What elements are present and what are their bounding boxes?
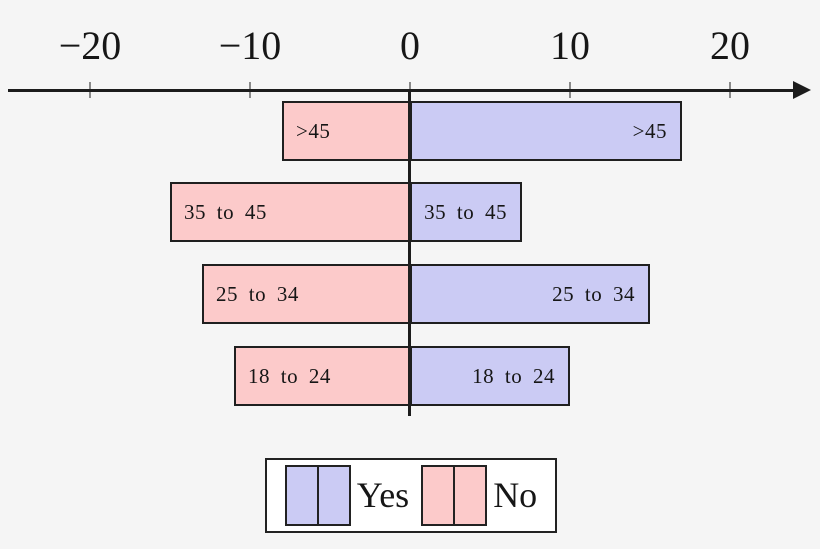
zero-baseline xyxy=(408,89,411,416)
bar-label: 25 to 34 xyxy=(216,281,299,306)
bar-no-25-to-34: 25 to 34 xyxy=(202,264,410,324)
bar-yes->45: >45 xyxy=(410,101,682,161)
legend-swatch-divider xyxy=(316,467,319,524)
legend-swatch-divider xyxy=(453,467,456,524)
x-axis-tick-label: −10 xyxy=(218,23,282,68)
bar-label: >45 xyxy=(296,118,331,143)
bar-label: 35 to 45 xyxy=(184,199,267,224)
bar-yes-25-to-34: 25 to 34 xyxy=(410,264,650,324)
x-axis-arrow-icon xyxy=(793,81,811,99)
bar-yes-18-to-24: 18 to 24 xyxy=(410,346,570,406)
x-axis-tick-label: 20 xyxy=(710,23,750,68)
bar-label: 25 to 34 xyxy=(552,281,635,306)
bar-yes-35-to-45: 35 to 45 xyxy=(410,182,522,242)
bar-no-18-to-24: 18 to 24 xyxy=(234,346,410,406)
x-axis-tick-label: 0 xyxy=(400,23,420,68)
bar-no->45: >45 xyxy=(282,101,410,161)
bar-no-35-to-45: 35 to 45 xyxy=(170,182,410,242)
legend-label-yes: Yes xyxy=(356,475,410,515)
bar-label: 18 to 24 xyxy=(248,363,331,388)
legend-label-no: No xyxy=(493,475,538,515)
x-axis-tick-label: −20 xyxy=(58,23,122,68)
legend: Yes No xyxy=(265,458,557,533)
bar-label: 18 to 24 xyxy=(472,363,555,388)
bar-label: 35 to 45 xyxy=(424,199,507,224)
bar-label: >45 xyxy=(632,118,667,143)
x-axis-tick-label: 10 xyxy=(550,23,590,68)
x-axis-line xyxy=(8,89,796,92)
legend-swatch-yes xyxy=(284,465,351,526)
legend-swatch-no xyxy=(421,465,488,526)
